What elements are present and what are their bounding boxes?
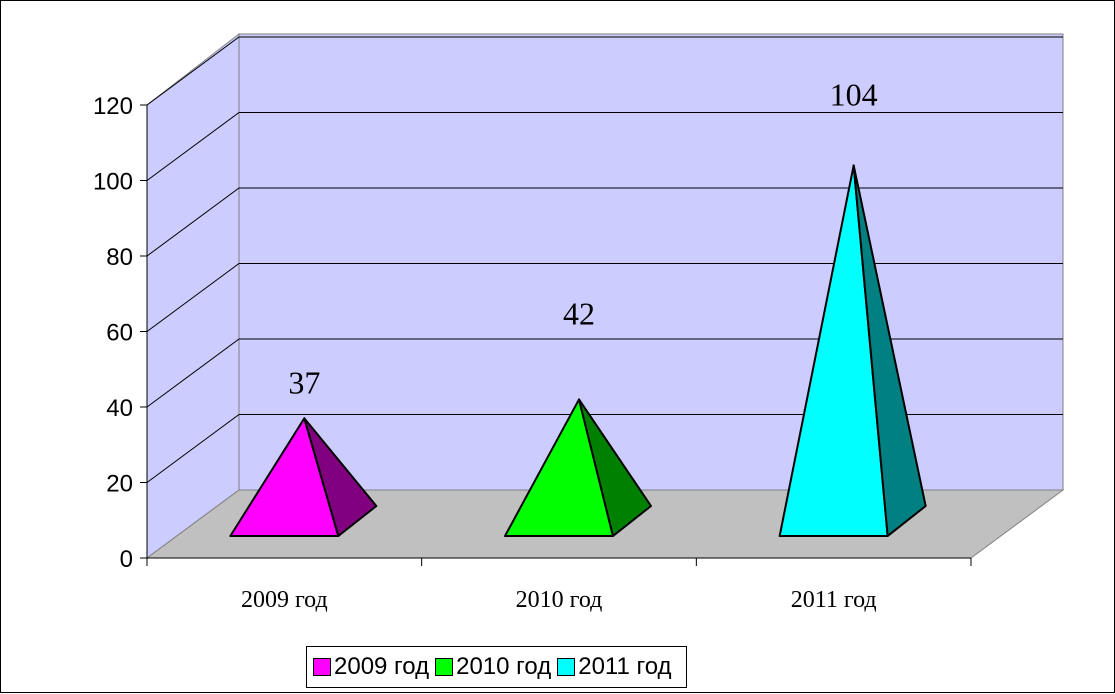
y-tick-label: 60 [106, 320, 133, 347]
gridline [146, 338, 1063, 408]
legend-label-2010: 2010 год [456, 653, 552, 680]
gridline [146, 36, 1063, 106]
data-label: 104 [830, 76, 878, 112]
legend-item-2009: 2009 год [313, 653, 429, 681]
y-tick-label: 20 [106, 471, 133, 498]
gridline [146, 112, 1063, 181]
back-wall [238, 33, 1064, 491]
gridline [146, 187, 1063, 257]
legend-label-2009: 2009 год [334, 653, 430, 680]
y-tick-label: 100 [93, 169, 133, 196]
legend-label-2011: 2011 год [578, 653, 672, 680]
legend: 2009 год 2010 год 2011 год [306, 646, 687, 688]
side-wall [146, 32, 240, 559]
y-tick-label: 40 [106, 395, 133, 422]
legend-swatch-2011 [557, 658, 576, 676]
x-category-label: 2009 год [241, 587, 328, 613]
y-tick-label: 120 [93, 93, 133, 120]
pyramid-side-face [578, 398, 652, 537]
data-label: 37 [288, 364, 320, 400]
data-label: 42 [563, 295, 595, 331]
gridline [146, 414, 1063, 483]
legend-swatch-2010 [435, 658, 454, 676]
legend-item-2011: 2011 год [557, 653, 672, 681]
pyramid-side-face [852, 164, 927, 537]
y-tick-label: 80 [106, 244, 133, 271]
x-category-label: 2010 год [516, 587, 603, 613]
pyramid-side-face [303, 417, 378, 537]
y-tick-label: 0 [120, 546, 133, 573]
legend-swatch-2009 [313, 658, 331, 676]
gridline [146, 263, 1063, 332]
legend-item-2010: 2010 год [435, 653, 551, 681]
x-category-label: 2011 год [791, 587, 877, 613]
